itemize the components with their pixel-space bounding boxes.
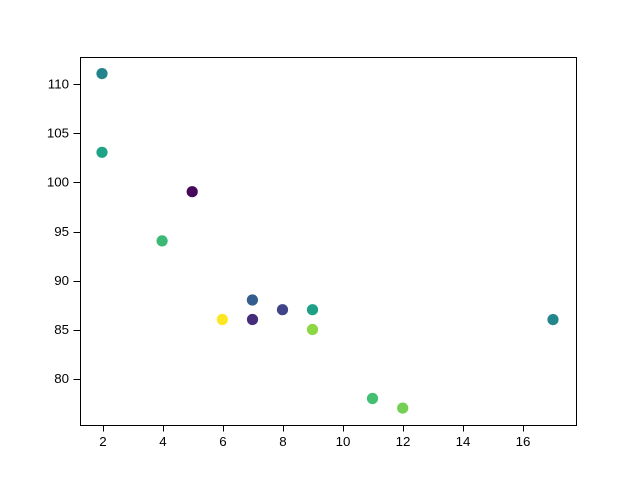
svg-text:6: 6 bbox=[219, 434, 226, 449]
svg-text:80: 80 bbox=[54, 371, 69, 386]
svg-text:85: 85 bbox=[54, 322, 69, 337]
svg-text:10: 10 bbox=[336, 434, 351, 449]
svg-text:110: 110 bbox=[48, 77, 69, 92]
svg-text:16: 16 bbox=[516, 434, 531, 449]
svg-text:4: 4 bbox=[159, 434, 166, 449]
svg-text:2: 2 bbox=[99, 434, 106, 449]
svg-text:90: 90 bbox=[54, 273, 69, 288]
svg-text:95: 95 bbox=[54, 224, 69, 239]
svg-text:100: 100 bbox=[47, 175, 69, 190]
svg-text:105: 105 bbox=[47, 126, 69, 141]
svg-text:12: 12 bbox=[396, 434, 411, 449]
svg-text:14: 14 bbox=[456, 434, 471, 449]
svg-text:8: 8 bbox=[279, 434, 286, 449]
